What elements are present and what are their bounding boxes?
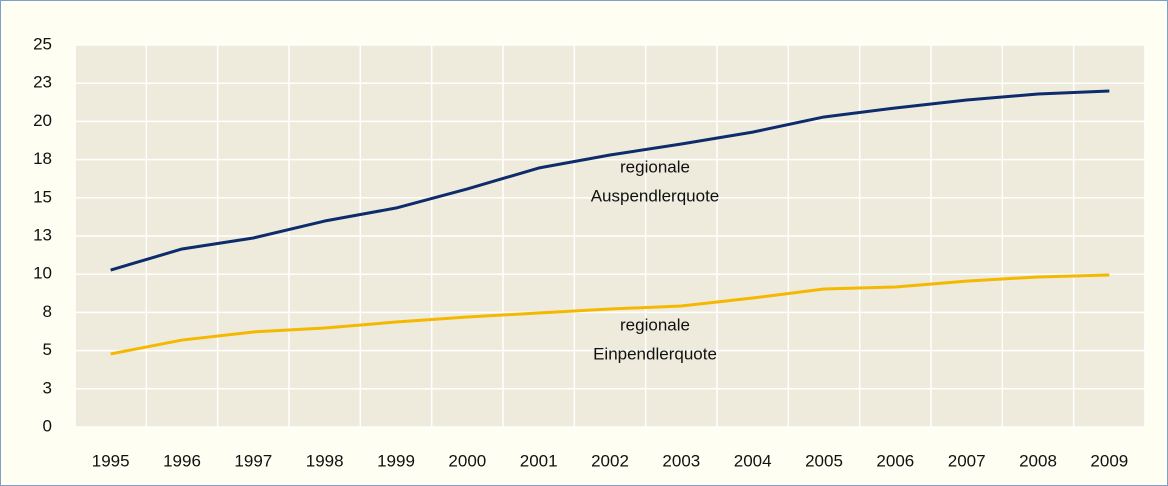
x-tick-label: 2005 (805, 451, 843, 470)
y-tick-label: 13 (33, 225, 52, 244)
series-line (110, 89, 1110, 272)
y-tick-label: 20 (33, 111, 52, 130)
x-tick-label: 2002 (591, 451, 629, 470)
x-tick-label: 2001 (520, 451, 558, 470)
series-line (110, 273, 1110, 356)
x-tick-label: 1999 (377, 451, 415, 470)
annotation: regionale (620, 157, 690, 176)
x-tick-label: 2000 (448, 451, 486, 470)
x-tick-label: 2009 (1090, 451, 1128, 470)
x-tick-label: 2008 (1019, 451, 1057, 470)
annotation: Einpendlerquote (593, 344, 717, 363)
y-tick-label: 0 (43, 416, 52, 435)
x-tick-label: 1995 (92, 451, 130, 470)
x-tick-label: 1998 (306, 451, 344, 470)
y-tick-label: 5 (43, 340, 52, 359)
y-tick-label: 15 (33, 187, 52, 206)
x-tick-label: 1997 (234, 451, 272, 470)
y-tick-label: 23 (33, 73, 52, 92)
x-tick-label: 2006 (876, 451, 914, 470)
x-tick-label: 2007 (948, 451, 986, 470)
x-tick-label: 2003 (662, 451, 700, 470)
y-tick-label: 10 (33, 264, 52, 283)
y-tick-label: 8 (43, 302, 52, 321)
y-tick-label: 18 (33, 149, 52, 168)
annotation: regionale (620, 315, 690, 334)
x-tick-label: 1996 (163, 451, 201, 470)
annotation: Auspendlerquote (591, 186, 720, 205)
x-tick-label: 2004 (734, 451, 772, 470)
y-tick-label: 25 (33, 34, 52, 53)
y-tick-label: 3 (43, 378, 52, 397)
